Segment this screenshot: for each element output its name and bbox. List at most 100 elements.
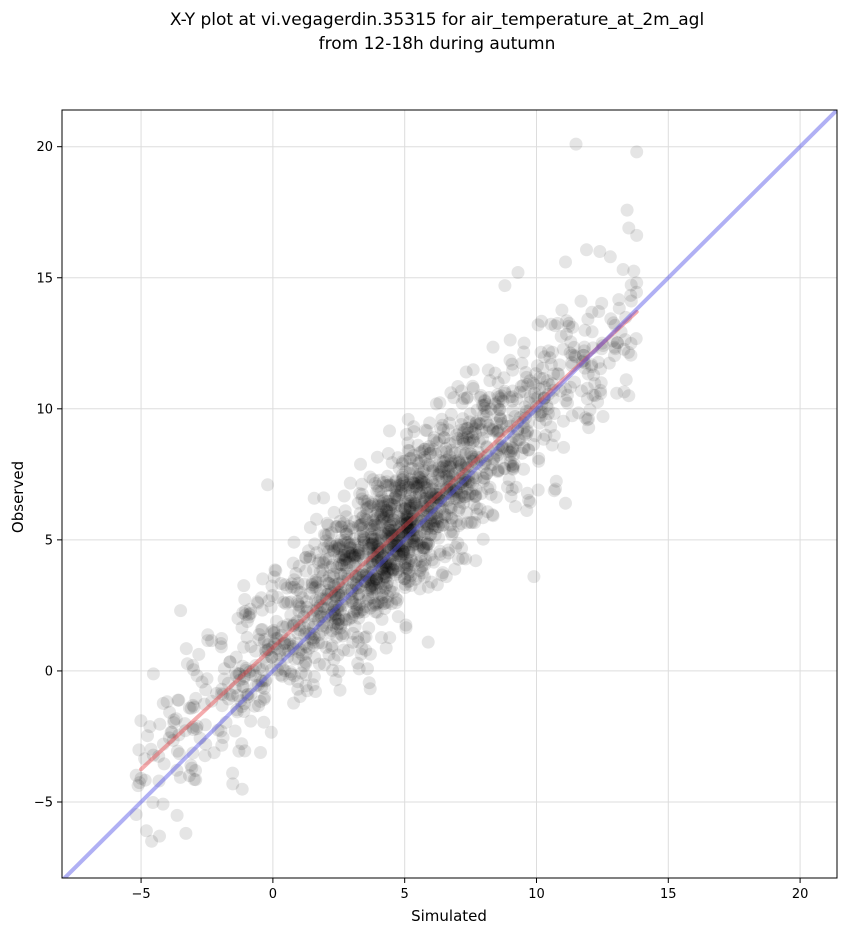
scatter-point — [417, 491, 431, 505]
scatter-point — [369, 537, 383, 551]
scatter-point — [378, 556, 392, 570]
scatter-point — [172, 728, 186, 742]
scatter-point — [287, 617, 301, 631]
scatter-point — [444, 460, 458, 474]
scatter-point — [560, 388, 574, 402]
scatter-point — [427, 519, 441, 533]
scatter-point — [375, 612, 389, 626]
scatter-point — [376, 577, 390, 591]
scatter-point — [329, 612, 342, 626]
scatter-point — [408, 537, 422, 551]
scatter-point — [299, 679, 313, 693]
scatter-point — [478, 394, 492, 408]
scatter-point — [412, 503, 426, 517]
scatter-point — [330, 561, 344, 575]
scatter-point — [443, 449, 456, 463]
scatter-point — [321, 518, 335, 532]
scatter-point — [287, 618, 301, 632]
scatter-point — [419, 515, 433, 529]
scatter-point — [505, 483, 519, 497]
scatter-point — [468, 490, 482, 503]
scatter-point — [438, 507, 452, 521]
scatter-point — [442, 501, 456, 515]
scatter-point — [316, 569, 330, 583]
scatter-point — [378, 596, 392, 610]
scatter-point — [463, 407, 477, 421]
scatter-point — [312, 628, 326, 641]
scatter-point — [400, 427, 414, 441]
scatter-point — [279, 597, 293, 611]
scatter-point — [458, 467, 472, 481]
scatter-point — [444, 454, 458, 468]
scatter-point — [379, 560, 393, 574]
scatter-point — [355, 517, 369, 531]
scatter-point — [435, 418, 449, 432]
scatter-point — [580, 243, 593, 257]
scatter-point — [370, 450, 384, 464]
scatter-point — [413, 487, 427, 501]
scatter-point — [473, 390, 487, 404]
scatter-point — [407, 476, 421, 490]
scatter-point — [381, 575, 394, 589]
scatter-point — [592, 305, 606, 318]
scatter-point — [372, 484, 386, 498]
scatter-point — [429, 397, 443, 411]
scatter-point — [406, 462, 420, 476]
scatter-point — [404, 569, 418, 583]
scatter-point — [331, 617, 345, 631]
scatter-point — [312, 657, 326, 671]
scatter-point — [376, 550, 390, 564]
scatter-point — [408, 496, 421, 510]
scatter-point — [399, 484, 413, 497]
scatter-point — [377, 494, 391, 508]
scatter-point — [249, 658, 263, 672]
scatter-point — [405, 523, 419, 537]
scatter-point — [452, 519, 466, 533]
scatter-point — [264, 600, 278, 614]
scatter-point — [423, 486, 437, 499]
scatter-point — [495, 441, 509, 455]
scatter-point — [358, 600, 372, 614]
scatter-point — [436, 423, 450, 437]
scatter-point — [418, 450, 432, 464]
scatter-point — [539, 428, 553, 442]
scatter-point — [377, 549, 391, 563]
scatter-point — [422, 440, 436, 453]
scatter-point — [477, 459, 491, 473]
scatter-point — [482, 421, 496, 435]
scatter-point — [594, 376, 608, 390]
scatter-point — [313, 553, 327, 567]
scatter-point — [507, 457, 521, 471]
scatter-point — [368, 596, 382, 610]
scatter-point — [453, 495, 467, 509]
scatter-point — [459, 552, 473, 566]
scatter-point — [436, 503, 450, 516]
scatter-point — [414, 504, 428, 518]
scatter-point — [624, 336, 638, 350]
scatter-point — [481, 449, 495, 462]
scatter-point — [364, 527, 378, 541]
scatter-point — [299, 551, 313, 565]
scatter-point — [476, 532, 490, 546]
scatter-point — [328, 589, 341, 603]
scatter-point — [404, 551, 418, 565]
scatter-point — [530, 399, 544, 413]
scatter-point — [424, 508, 437, 522]
scatter-point — [239, 663, 253, 677]
scatter-point — [541, 402, 555, 416]
scatter-point — [414, 474, 428, 488]
scatter-point — [312, 636, 325, 650]
scatter-point — [443, 485, 457, 499]
scatter-point — [298, 637, 311, 651]
scatter-point — [554, 384, 567, 398]
scatter-point — [361, 542, 375, 556]
scatter-point — [602, 356, 616, 370]
scatter-point — [338, 533, 352, 547]
scatter-point — [314, 610, 328, 624]
scatter-point — [244, 714, 258, 728]
scatter-point — [388, 481, 402, 495]
scatter-point — [526, 376, 540, 390]
scatter-point — [487, 451, 501, 465]
scatter-point — [433, 465, 447, 479]
scatter-point — [381, 489, 395, 503]
